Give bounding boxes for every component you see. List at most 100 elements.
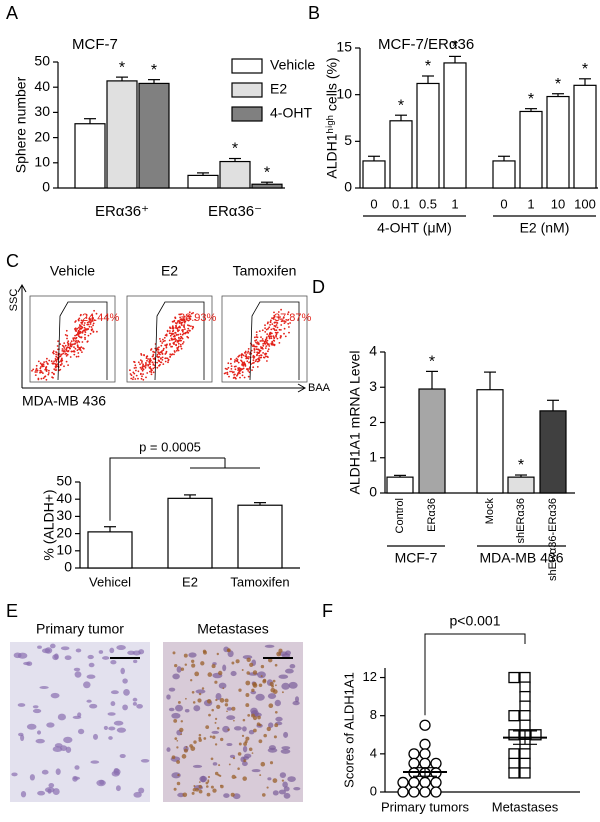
cell-nucleus [226, 715, 236, 720]
bar [362, 160, 386, 189]
event-dot [184, 328, 186, 330]
cell-nucleus [26, 723, 37, 730]
cell-nucleus [108, 726, 116, 731]
stain [272, 778, 278, 783]
event-dot [151, 355, 154, 358]
y-axis-label: ALDH1A1 mRNA Level [347, 351, 363, 495]
stain [177, 700, 181, 704]
stain [197, 698, 202, 703]
event-dot [164, 360, 167, 363]
data-point [419, 786, 431, 798]
cell-nucleus [50, 692, 60, 699]
event-dot [269, 321, 272, 323]
cell-nucleus [75, 648, 82, 653]
event-dot [162, 338, 164, 341]
event-dot [284, 321, 287, 323]
event-dot [80, 325, 83, 328]
flow-frame [221, 295, 308, 383]
event-dot [61, 357, 63, 360]
cell-nucleus [288, 681, 298, 689]
event-dot [63, 365, 65, 368]
event-dot [76, 327, 79, 330]
event-dot [55, 351, 57, 353]
event-dot [165, 352, 168, 354]
event-dot [171, 330, 174, 333]
event-dot [161, 342, 164, 344]
event-dot [81, 341, 84, 343]
y-axis-label: Sphere number [13, 76, 29, 173]
event-dot [92, 317, 94, 320]
event-dot [187, 331, 190, 334]
stain [176, 781, 181, 786]
event-dot [84, 338, 86, 340]
event-dot [135, 369, 137, 372]
cell-nucleus [115, 785, 121, 792]
event-dot [174, 331, 177, 334]
cell-nucleus [279, 772, 287, 779]
event-dot [233, 361, 236, 363]
cell-nucleus [89, 703, 98, 709]
event-dot [140, 354, 143, 356]
event-dot [243, 376, 246, 379]
stain [252, 682, 257, 687]
stain [237, 752, 242, 756]
event-dot [161, 356, 164, 359]
cell-nucleus [242, 761, 248, 767]
stain [214, 771, 219, 776]
event-dot [61, 348, 64, 350]
stain [244, 740, 248, 744]
event-dot [257, 343, 260, 346]
bar [219, 160, 251, 189]
event-dot [35, 364, 38, 367]
significance: * [429, 354, 435, 371]
event-dot [65, 329, 68, 332]
stain [212, 788, 217, 793]
event-dot [40, 366, 42, 368]
data-point [419, 757, 431, 770]
event-dot [276, 337, 279, 340]
event-dot [180, 335, 182, 338]
legend-swatch [231, 82, 263, 98]
stain [241, 669, 244, 671]
stain [198, 738, 202, 742]
cell-nucleus [168, 687, 176, 692]
cell-nucleus [119, 753, 126, 759]
event-dot [245, 354, 248, 356]
stain [278, 648, 283, 653]
data-point [408, 757, 420, 770]
event-dot [37, 360, 40, 363]
event-dot [79, 331, 82, 334]
event-dot [83, 329, 86, 332]
event-dot [268, 337, 271, 340]
stain [191, 791, 195, 795]
event-dot [267, 335, 270, 337]
event-dot [133, 361, 136, 364]
event-dot [239, 376, 241, 379]
cell-nucleus [283, 731, 289, 738]
stain [281, 779, 285, 782]
stain [226, 648, 231, 653]
event-dot [132, 378, 134, 381]
event-dot [269, 332, 271, 334]
gate [57, 301, 108, 381]
data-point [508, 710, 520, 722]
event-dot [159, 338, 161, 340]
cell-nucleus [87, 654, 94, 660]
cell-nucleus [32, 708, 42, 714]
cell-nucleus [120, 667, 125, 675]
event-dot [244, 350, 247, 353]
y-tick-label: 12 [363, 669, 377, 684]
stain [243, 759, 247, 763]
cell-nucleus [103, 725, 108, 730]
stain [222, 687, 225, 690]
event-dot [175, 344, 178, 347]
event-dot [275, 334, 277, 337]
cell-nucleus [110, 701, 116, 707]
significance-bracket [109, 457, 260, 521]
event-dot [77, 352, 80, 354]
event-dot [168, 332, 171, 335]
event-dot [288, 331, 290, 334]
event-dot [165, 345, 168, 347]
event-dot [273, 344, 276, 347]
cell-nucleus [102, 656, 110, 660]
